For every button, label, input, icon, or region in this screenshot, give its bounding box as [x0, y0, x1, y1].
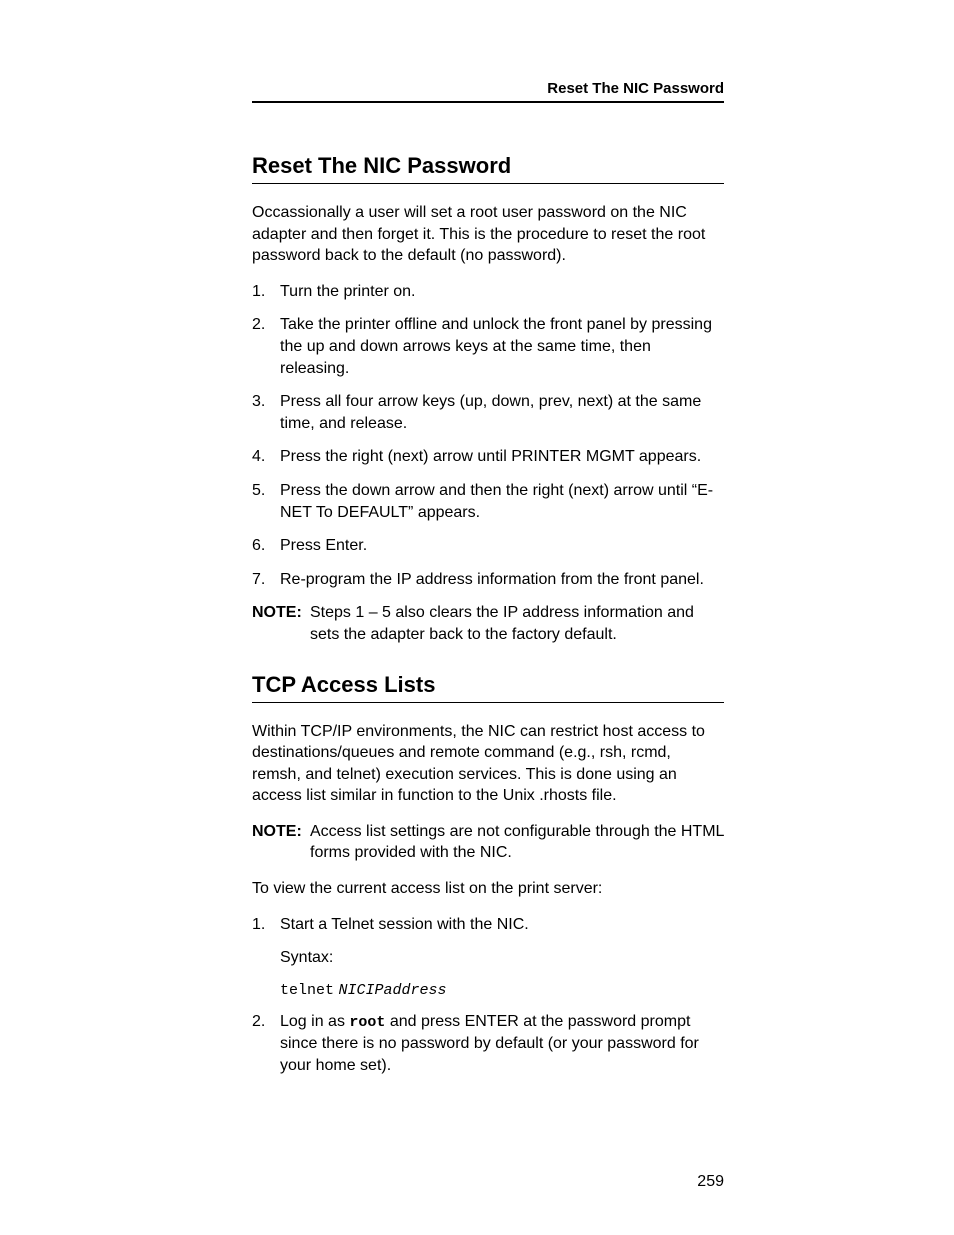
syntax-command: telnet	[280, 982, 334, 999]
page: Reset The NIC Password Reset The NIC Pas…	[0, 0, 954, 1235]
section2-steps-cont: 2. Log in as root and press ENTER at the…	[252, 1011, 724, 1076]
step-text: Press Enter.	[280, 535, 724, 557]
header-rule	[252, 101, 724, 103]
note-label: NOTE:	[252, 602, 310, 645]
step-number: 7.	[252, 569, 280, 591]
syntax-label: Syntax:	[280, 947, 724, 969]
section1-steps: 1.Turn the printer on. 2.Take the printe…	[252, 281, 724, 591]
note-text: Access list settings are not configurabl…	[310, 821, 724, 864]
step-number: 6.	[252, 535, 280, 557]
step-text: Start a Telnet session with the NIC.	[280, 914, 724, 936]
section1-rule	[252, 183, 724, 184]
step: 3.Press all four arrow keys (up, down, p…	[252, 391, 724, 434]
note-label: NOTE:	[252, 821, 310, 864]
step-text: Re-program the IP address information fr…	[280, 569, 724, 591]
step-number: 2.	[252, 314, 280, 379]
step2-code: root	[349, 1014, 385, 1031]
step: 1. Start a Telnet session with the NIC.	[252, 914, 724, 936]
step: 1.Turn the printer on.	[252, 281, 724, 303]
step: 6.Press Enter.	[252, 535, 724, 557]
section1-intro: Occassionally a user will set a root use…	[252, 202, 724, 267]
step-number: 1.	[252, 281, 280, 303]
step-number: 4.	[252, 446, 280, 468]
section1-title: Reset The NIC Password	[252, 153, 724, 179]
step-number: 1.	[252, 914, 280, 936]
section2-steps: 1. Start a Telnet session with the NIC.	[252, 914, 724, 936]
syntax-line: telnet NICIPaddress	[280, 979, 724, 1001]
syntax-arg: NICIPaddress	[338, 982, 446, 999]
step2-pre: Log in as	[280, 1013, 349, 1030]
step: 7.Re-program the IP address information …	[252, 569, 724, 591]
step-number: 5.	[252, 480, 280, 523]
step: 4.Press the right (next) arrow until PRI…	[252, 446, 724, 468]
step-text: Press the down arrow and then the right …	[280, 480, 724, 523]
section2-lead: To view the current access list on the p…	[252, 878, 724, 900]
step-text: Log in as root and press ENTER at the pa…	[280, 1011, 724, 1076]
step-text: Turn the printer on.	[280, 281, 724, 303]
section2-rule	[252, 702, 724, 703]
step-text: Take the printer offline and unlock the …	[280, 314, 724, 379]
step-number: 3.	[252, 391, 280, 434]
note-text: Steps 1 – 5 also clears the IP address i…	[310, 602, 724, 645]
section2-intro: Within TCP/IP environments, the NIC can …	[252, 721, 724, 807]
running-header: Reset The NIC Password	[252, 80, 724, 97]
step: 2.Take the printer offline and unlock th…	[252, 314, 724, 379]
step-text: Press the right (next) arrow until PRINT…	[280, 446, 724, 468]
page-number: 259	[697, 1173, 724, 1191]
step: 2. Log in as root and press ENTER at the…	[252, 1011, 724, 1076]
section2-title: TCP Access Lists	[252, 672, 724, 698]
step: 5.Press the down arrow and then the righ…	[252, 480, 724, 523]
section2-note: NOTE: Access list settings are not confi…	[252, 821, 724, 864]
step-number: 2.	[252, 1011, 280, 1076]
section1-note: NOTE: Steps 1 – 5 also clears the IP add…	[252, 602, 724, 645]
step-text: Press all four arrow keys (up, down, pre…	[280, 391, 724, 434]
